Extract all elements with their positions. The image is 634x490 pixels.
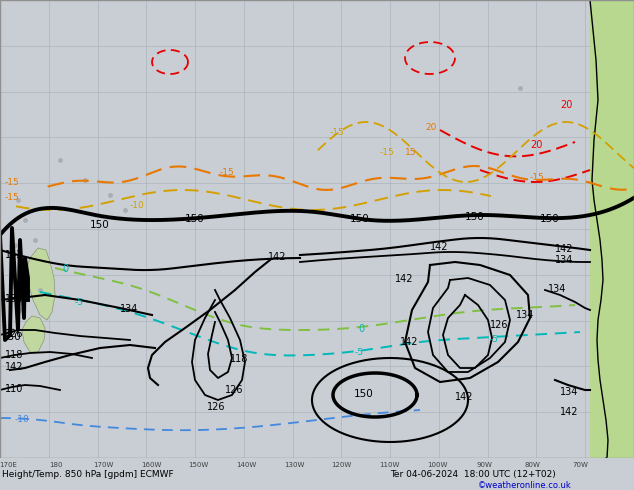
Text: -15: -15 [330,128,345,137]
Text: 126: 126 [5,329,23,339]
Text: 134: 134 [5,294,23,304]
Text: 130W: 130W [284,462,304,468]
Text: 142: 142 [268,252,287,262]
Text: 142: 142 [395,274,413,284]
Text: Height/Temp. 850 hPa [gpdm] ECMWF: Height/Temp. 850 hPa [gpdm] ECMWF [2,469,174,479]
Polygon shape [22,316,45,352]
Text: 126: 126 [490,320,508,330]
Text: 134: 134 [120,304,138,314]
Text: -10: -10 [15,415,30,424]
Text: 150W: 150W [188,462,209,468]
Text: 150: 150 [540,214,560,224]
Text: ©weatheronline.co.uk: ©weatheronline.co.uk [478,481,572,490]
Text: 110: 110 [5,384,23,394]
Text: 134: 134 [548,284,566,294]
Text: 142: 142 [430,242,448,252]
Text: 142: 142 [455,392,474,402]
Text: 140W: 140W [236,462,257,468]
Text: 120W: 120W [332,462,352,468]
Text: -15: -15 [220,168,235,177]
Text: 110W: 110W [379,462,399,468]
Text: 100W: 100W [427,462,447,468]
Text: -5: -5 [490,335,499,344]
Text: -15: -15 [5,193,20,202]
Text: 142: 142 [555,244,574,254]
Text: 170W: 170W [93,462,113,468]
Text: 0: 0 [358,324,364,334]
Text: 142: 142 [560,407,578,417]
Text: 0: 0 [62,264,68,274]
Text: 134: 134 [516,310,534,320]
Text: 118: 118 [230,354,249,364]
Text: 170E: 170E [0,462,17,468]
Text: 80W: 80W [524,462,540,468]
Text: 20: 20 [425,123,436,132]
Text: 20: 20 [560,100,573,110]
Text: 70W: 70W [572,462,588,468]
Text: 150: 150 [185,214,205,224]
Text: -5: -5 [75,298,84,307]
Text: 90W: 90W [477,462,493,468]
Text: 126: 126 [207,402,226,412]
Text: 160W: 160W [141,462,161,468]
Text: 15: 15 [405,148,417,157]
Text: -5: -5 [355,348,364,357]
Text: 150: 150 [354,389,374,399]
Text: 134: 134 [555,255,573,265]
Text: Ter 04-06-2024  18:00 UTC (12+T02): Ter 04-06-2024 18:00 UTC (12+T02) [390,469,556,479]
Text: -15: -15 [5,178,20,187]
Text: 126: 126 [225,385,243,395]
Text: 180: 180 [49,462,62,468]
Text: 150: 150 [2,332,22,342]
Text: 20: 20 [530,140,542,150]
Text: 142: 142 [5,362,23,372]
Text: 142: 142 [5,250,23,260]
Text: 150: 150 [90,220,110,230]
Text: -10: -10 [130,201,145,210]
Text: -15: -15 [530,173,545,182]
Polygon shape [27,248,55,320]
Text: -15: -15 [380,148,395,157]
Text: 150: 150 [465,212,485,222]
Text: 134: 134 [560,387,578,397]
Text: 150: 150 [350,214,370,224]
Text: 118: 118 [5,350,23,360]
Polygon shape [590,0,634,458]
Text: 142: 142 [400,337,418,347]
